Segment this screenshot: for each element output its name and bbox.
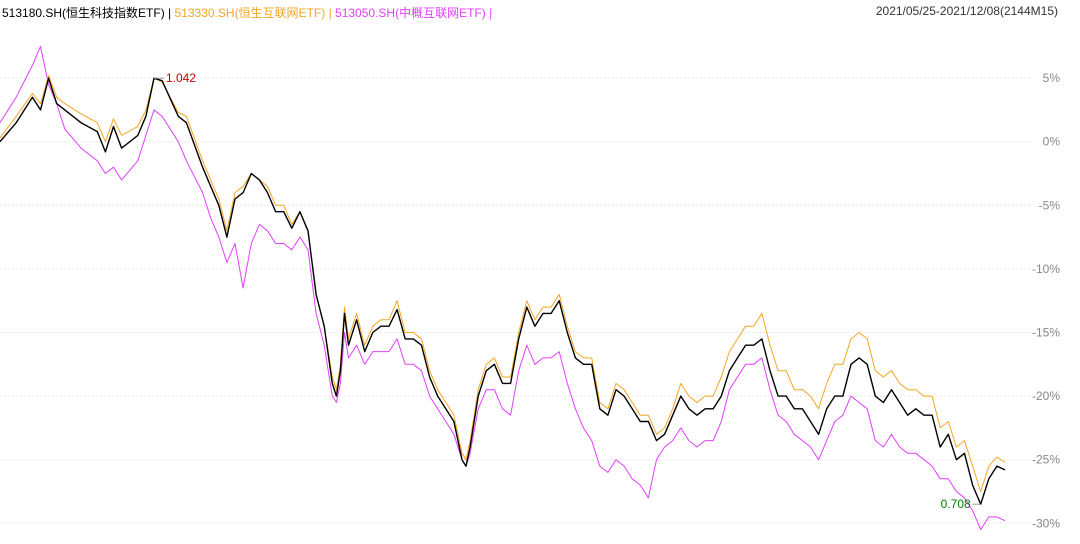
legend-separator: | [485, 6, 496, 20]
y-tick-label: -30% [1032, 516, 1060, 530]
series-line-1 [0, 75, 1006, 492]
legend-separator: | [164, 6, 175, 20]
chart-header: 513180.SH(恒生科技指数ETF) | 513330.SH(恒生互联网ET… [0, 0, 1080, 22]
grid [0, 77, 1030, 524]
max-value-label: 1.042 [166, 71, 196, 85]
series-line-0 [0, 77, 1006, 505]
legend-series-2: 513050.SH(中概互联网ETF) [335, 6, 486, 20]
y-tick-label: -25% [1032, 453, 1060, 467]
legend-series-1: 513330.SH(恒生互联网ETF) [174, 6, 326, 20]
series-line-2 [0, 45, 1006, 531]
y-tick-label: -5% [1039, 198, 1061, 212]
series-lines [0, 45, 1006, 531]
y-tick-label: 0% [1043, 135, 1061, 149]
legend: 513180.SH(恒生科技指数ETF) | 513330.SH(恒生互联网ET… [2, 4, 496, 21]
y-tick-label: 5% [1043, 71, 1061, 85]
date-range: 2021/05/25-2021/12/08(2144M15) [875, 4, 1058, 18]
legend-separator: | [325, 6, 336, 20]
legend-series-0: 513180.SH(恒生科技指数ETF) [2, 6, 165, 20]
annotations: 1.042 0.708 [153, 71, 981, 511]
min-value-label: 0.708 [941, 497, 971, 511]
y-tick-label: -10% [1032, 262, 1060, 276]
y-tick-label: -15% [1032, 326, 1060, 340]
y-axis: 5% 0% -5% -10% -15% -20% -25% -30% [1032, 71, 1060, 530]
y-tick-label: -20% [1032, 389, 1060, 403]
